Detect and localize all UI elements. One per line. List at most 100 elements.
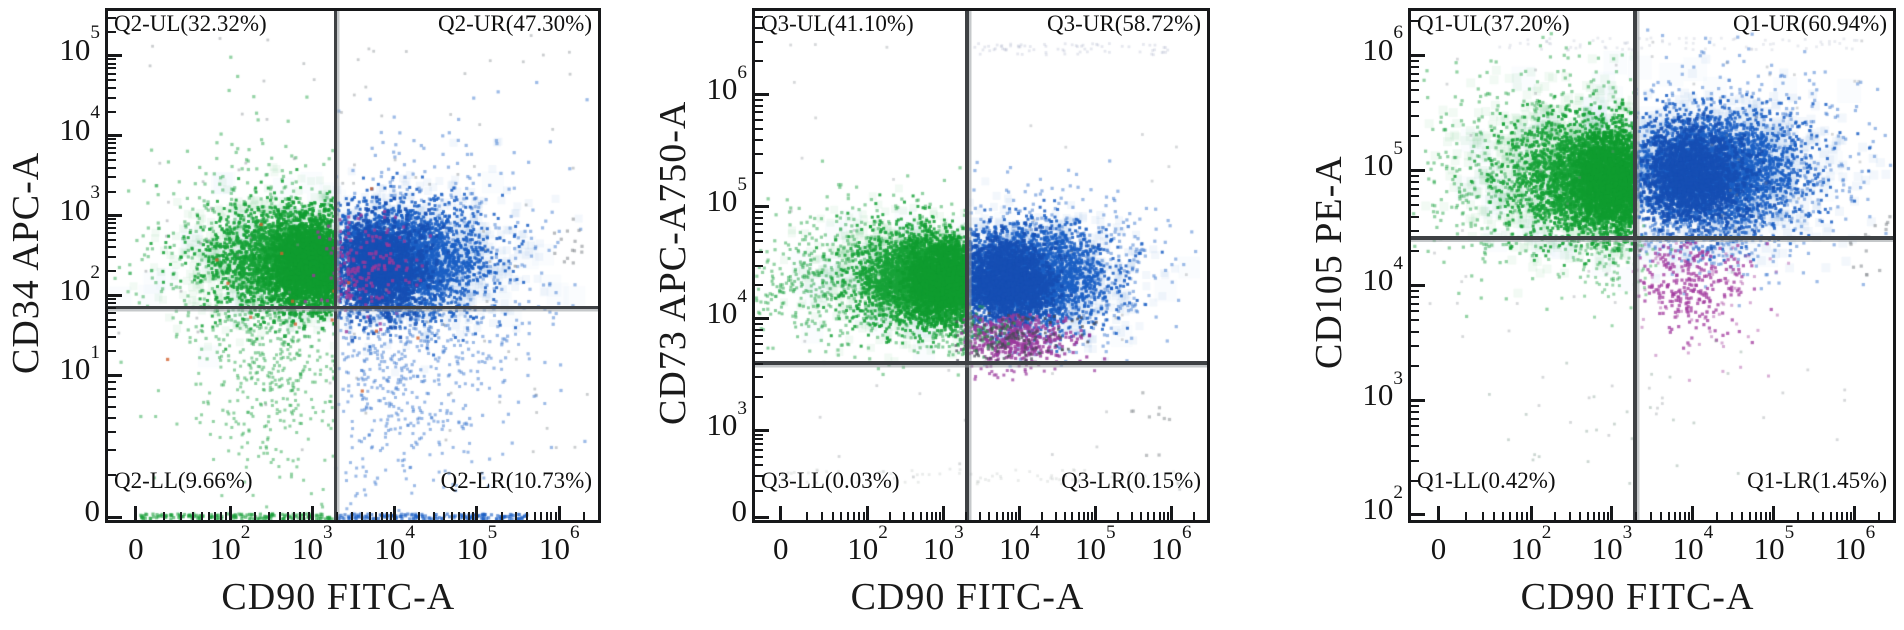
x-minor-tick <box>1554 512 1557 520</box>
y-major-tick <box>755 317 769 321</box>
y-tick-label: 105 <box>59 22 100 67</box>
x-minor-tick <box>902 512 905 520</box>
x-minor-tick <box>1465 512 1468 520</box>
x-minor-tick <box>1760 512 1763 520</box>
x-minor-tick <box>1130 512 1133 520</box>
scatter-canvas <box>755 11 1207 520</box>
x-minor-tick <box>1829 512 1832 520</box>
x-tick-label: 0 <box>1430 531 1447 566</box>
x-minor-tick <box>1140 512 1143 520</box>
x-minor-tick <box>930 512 933 520</box>
x-minor-tick <box>1515 512 1518 520</box>
x-major-tick <box>1529 506 1533 520</box>
y-minor-tick <box>108 147 116 150</box>
y-minor-tick <box>1411 215 1419 218</box>
y-minor-tick <box>108 142 116 145</box>
x-minor-tick <box>500 512 503 520</box>
panel-cd34-vs-cd90: CD34 APC-A Q2-UL(32.32%) Q2-UR(47.30%) Q… <box>0 0 607 630</box>
x-minor-tick <box>1878 512 1881 520</box>
x-minor-tick <box>1166 512 1169 520</box>
y-tick-label: 105 <box>1362 137 1403 182</box>
quadrant-label-upper-right: Q1-UR(60.94%) <box>1733 11 1887 36</box>
x-minor-tick <box>988 512 991 520</box>
plot-area: Q2-UL(32.32%) Q2-UR(47.30%) Q2-LL(9.66%)… <box>105 8 601 523</box>
scatter-canvas <box>1411 11 1893 520</box>
y-minor-tick <box>1411 65 1419 68</box>
x-minor-tick <box>1568 512 1571 520</box>
y-minor-tick <box>755 15 763 18</box>
x-minor-tick <box>1071 512 1074 520</box>
y-minor-tick <box>1411 417 1419 420</box>
x-minor-tick <box>467 512 470 520</box>
x-minor-tick <box>1598 512 1601 520</box>
x-tick-label: 106 <box>1834 521 1876 566</box>
y-minor-tick <box>1411 405 1419 408</box>
x-minor-tick <box>253 512 256 520</box>
x-minor-tick <box>1193 512 1196 520</box>
y-minor-tick <box>755 335 763 338</box>
y-minor-tick <box>108 312 116 315</box>
x-minor-tick <box>336 512 339 520</box>
x-minor-tick <box>1748 512 1751 520</box>
x-minor-tick <box>1603 512 1606 520</box>
y-minor-tick <box>755 264 763 267</box>
x-minor-tick <box>1586 512 1589 520</box>
y-minor-tick <box>1411 187 1419 190</box>
x-minor-tick <box>925 512 928 520</box>
x-minor-tick <box>847 512 850 520</box>
x-minor-tick <box>200 512 203 520</box>
x-minor-tick <box>1667 512 1670 520</box>
x-minor-tick <box>432 512 435 520</box>
y-minor-tick <box>108 16 116 19</box>
x-minor-tick <box>360 512 363 520</box>
x-minor-tick <box>965 512 968 520</box>
x-tick-label: 102 <box>209 521 251 566</box>
x-major-tick <box>1017 506 1021 520</box>
y-tick-label: 106 <box>706 61 747 106</box>
y-minor-tick <box>108 72 116 75</box>
y-minor-tick <box>755 455 763 458</box>
y-minor-tick <box>108 302 116 305</box>
y-minor-tick <box>1411 20 1419 23</box>
y-minor-tick <box>1411 434 1419 437</box>
x-major-tick <box>1610 506 1614 520</box>
x-major-tick <box>1691 506 1695 520</box>
x-minor-tick <box>418 512 421 520</box>
y-minor-tick <box>755 323 763 326</box>
y-minor-tick <box>108 388 116 391</box>
x-minor-tick <box>935 512 938 520</box>
quadrant-label-lower-right: Q3-LR(0.15%) <box>1061 468 1201 493</box>
y-minor-tick <box>108 380 116 383</box>
x-minor-tick <box>995 512 998 520</box>
quadrant-label-lower-left: Q3-LL(0.03%) <box>761 468 900 493</box>
y-major-tick <box>1411 284 1425 288</box>
x-minor-tick <box>389 512 392 520</box>
y-minor-tick <box>108 232 116 235</box>
x-minor-tick <box>533 512 536 520</box>
y-minor-tick <box>108 67 116 70</box>
vertical-gate-line <box>333 11 338 520</box>
y-minor-tick <box>1411 410 1419 413</box>
y-minor-tick <box>1411 60 1419 63</box>
x-major-tick <box>475 506 479 520</box>
x-minor-tick <box>1740 512 1743 520</box>
y-minor-tick <box>108 110 116 113</box>
x-minor-tick <box>307 512 310 520</box>
y-minor-tick <box>108 58 116 61</box>
y-minor-tick <box>755 475 763 478</box>
y-major-tick <box>755 429 769 433</box>
x-major-tick <box>310 506 314 520</box>
y-minor-tick <box>108 152 116 155</box>
x-minor-tick <box>1162 512 1165 520</box>
x-axis-title: CD90 FITC-A <box>1520 576 1755 618</box>
y-minor-tick <box>755 464 763 467</box>
x-minor-tick <box>1502 512 1505 520</box>
x-minor-tick <box>832 512 834 520</box>
x-axis-title: CD90 FITC-A <box>221 576 456 618</box>
quadrant-label-upper-right: Q3-UR(58.72%) <box>1047 11 1201 36</box>
y-major-tick <box>755 205 769 209</box>
x-minor-tick <box>550 512 553 520</box>
y-minor-tick <box>108 78 116 81</box>
y-minor-tick <box>755 284 763 287</box>
y-minor-tick <box>755 211 763 214</box>
